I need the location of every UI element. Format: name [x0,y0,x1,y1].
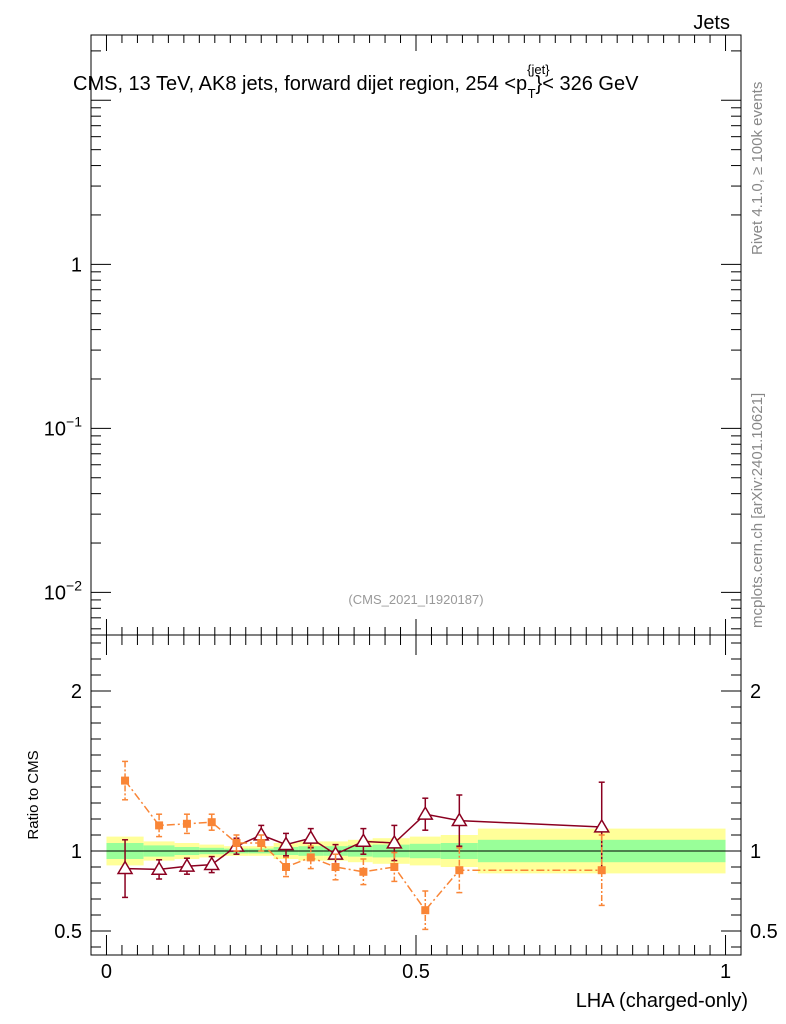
data-point-triangle [416,805,434,820]
title-sub: T [528,86,536,101]
data-point-triangle [355,832,372,848]
data-point-triangle [178,857,196,872]
data-point-triangle [593,818,611,833]
data-point-triangle [451,812,468,827]
data-point-square [121,776,130,785]
title-suffix: }< 326 GeV [536,73,640,95]
main-panel-frame [90,34,742,636]
data-point-square [359,867,368,876]
ratio-y-axis-title: Ratio to CMS [25,750,42,839]
main-y-tick-label: 1 [71,254,82,276]
series-line-b [124,780,602,912]
x-tick-label: 0 [101,961,112,983]
analysis-id-label: (CMS_2021_I1920187) [348,592,483,607]
main-panel-y-labels: 1 10−1 10−2 [44,254,82,604]
data-point-square [306,853,315,862]
title-prefix: CMS, 13 TeV, AK8 jets, forward dijet reg… [73,73,527,95]
rivet-version-label: Rivet 4.1.0, ≥ 100k events [749,82,766,255]
data-point-triangle [302,829,320,844]
title-sup: {jet} [527,62,550,77]
main-panel-ticks [91,35,741,635]
data-point-square [257,839,266,847]
main-y-tick-label: 10−2 [44,577,82,604]
x-tick-label: 1 [720,961,731,983]
corner-label: Jets [693,12,730,34]
data-point-square [207,818,216,827]
data-point-triangle [116,860,134,875]
ratio-panel-frame [90,634,742,956]
plot-title: CMS, 13 TeV, AK8 jets, forward dijet reg… [73,62,639,101]
data-point-square [155,821,164,830]
data-point-square [421,906,430,915]
ratio-series-group [116,760,611,931]
data-point-square [282,863,290,871]
data-point-square [331,863,340,871]
data-point-square [182,819,191,828]
ratio-y-tick-label-left: 1 [71,841,82,863]
ratio-panel-labels: 0.5 0.5 1 1 2 2 0 0.5 1 [54,681,778,983]
data-point-square [232,839,241,847]
ratio-panel-ticks [91,635,741,955]
ratio-y-tick-label-right: 0.5 [750,921,778,943]
data-point-triangle [150,860,168,876]
data-point-triangle [386,834,403,849]
data-point-square [597,866,606,875]
ratio-y-tick-label-left: 2 [71,681,82,703]
data-point-triangle [203,856,221,871]
ratio-y-tick-label-right: 2 [750,681,761,703]
data-point-square [390,863,399,871]
ratio-y-tick-label-left: 0.5 [54,921,82,943]
data-point-triangle [277,836,295,851]
ratio-y-tick-label-right: 1 [750,841,761,863]
x-axis-title: LHA (charged-only) [576,990,748,1012]
main-y-tick-label: 10−1 [44,413,82,440]
x-tick-label: 0.5 [402,961,430,983]
data-point-square [455,866,464,875]
mcplots-label: mcplots.cern.ch [arXiv:2401.10621] [749,393,766,628]
